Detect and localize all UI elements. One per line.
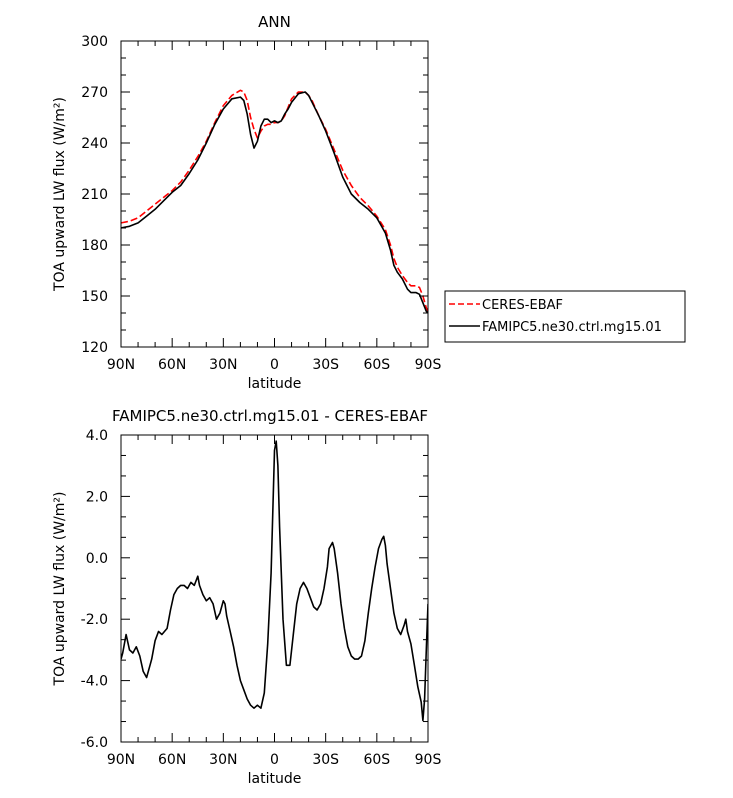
- series-line-1: [121, 440, 428, 722]
- x-tick-label: 60S: [363, 752, 390, 768]
- y-tick-label: 2.0: [86, 489, 108, 505]
- y-axis-label: TOA upward LW flux (W/m²): [52, 97, 68, 292]
- legend-label-1: CERES-EBAF: [482, 298, 563, 313]
- chart-panel-1: ANN 90N 60N 30N 0 30S 60S 90S 120 150 180 210 240 270…: [52, 13, 686, 392]
- x-tick-label: 90N: [107, 752, 135, 768]
- chart-panel-2: FAMIPC5.ne30.ctrl.mg15.01 - CERES-EBAF 90…: [52, 407, 441, 787]
- x-tick-label: 30S: [312, 357, 339, 373]
- y-tick-label: 240: [81, 136, 108, 152]
- series-line-1: [121, 89, 428, 312]
- x-tick-label: 0: [270, 752, 279, 768]
- x-tick-label: 90N: [107, 357, 135, 373]
- x-tick-label: 60N: [158, 752, 186, 768]
- y-tick-label: -2.0: [81, 612, 108, 628]
- chart-title: FAMIPC5.ne30.ctrl.mg15.01 - CERES-EBAF: [112, 407, 428, 425]
- legend-label-2: FAMIPC5.ne30.ctrl.mg15.01: [482, 320, 662, 335]
- y-tick-label: -4.0: [81, 674, 108, 690]
- y-tick-label: 180: [81, 238, 108, 254]
- x-tick-label: 90S: [415, 357, 442, 373]
- chart-title: ANN: [258, 13, 291, 31]
- y-axis-label: TOA upward LW flux (W/m²): [52, 492, 68, 687]
- y-tick-label: 300: [81, 34, 108, 50]
- x-tick-label: 30S: [312, 752, 339, 768]
- x-axis-label: latitude: [248, 376, 302, 392]
- series-line-2: [121, 91, 428, 314]
- y-tick-label: 4.0: [86, 428, 108, 444]
- x-tick-label: 60N: [158, 357, 186, 373]
- y-tick-label: 270: [81, 85, 108, 101]
- legend: CERES-EBAF FAMIPC5.ne30.ctrl.mg15.01: [444, 290, 686, 343]
- x-tick-label: 30N: [209, 357, 237, 373]
- plot-frame: [120, 434, 429, 743]
- y-tick-label: 0.0: [86, 551, 108, 567]
- x-tick-label: 60S: [363, 357, 390, 373]
- x-tick-label: 90S: [415, 752, 442, 768]
- legend-box: [444, 290, 686, 343]
- y-tick-label: 150: [81, 289, 108, 305]
- x-axis-label: latitude: [248, 771, 302, 787]
- y-tick-label: -6.0: [81, 735, 108, 751]
- x-tick-label: 30N: [209, 752, 237, 768]
- y-tick-label: 210: [81, 187, 108, 203]
- y-tick-label: 120: [81, 340, 108, 356]
- x-tick-label: 0: [270, 357, 279, 373]
